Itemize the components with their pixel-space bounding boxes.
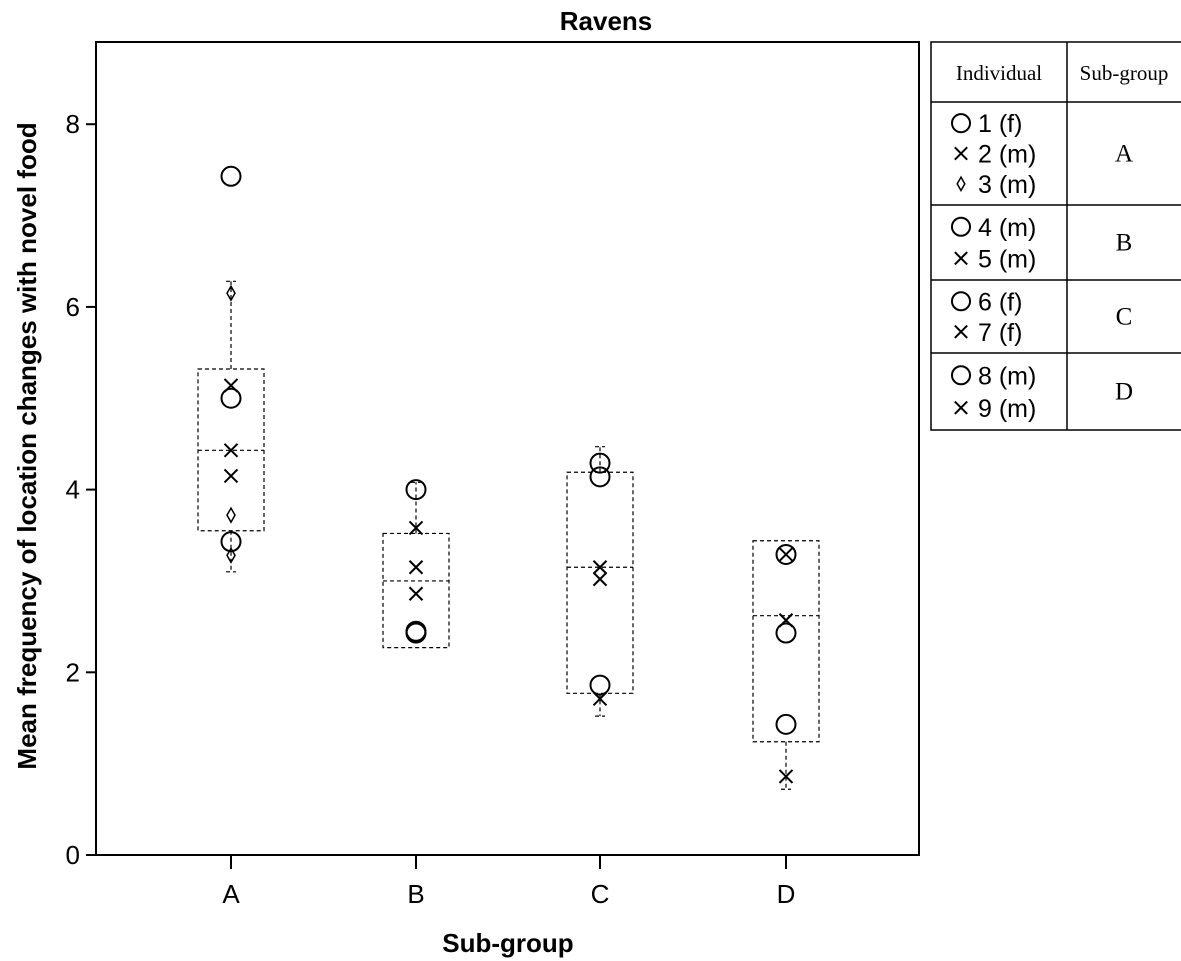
legend-table: Individual Sub-group 1 (f) 2 (m)3 (m) A 4 (m)…: [930, 41, 1181, 431]
data-point-circle-c: [589, 466, 611, 488]
data-point-circle-d: [775, 543, 797, 565]
legend-marker-circle: [950, 365, 972, 386]
legend-individual-label: 8 (m): [978, 362, 1036, 390]
box-iqr: [382, 532, 450, 649]
legend-individual-label: 3 (m): [978, 171, 1036, 199]
box-iqr: [752, 540, 820, 743]
box-C: [566, 446, 634, 717]
legend-individual-label: 6 (f): [978, 288, 1022, 316]
plot-frame: [95, 41, 920, 856]
legend-marker-cross: [954, 400, 968, 415]
data-point-circle-c: [589, 674, 611, 696]
legend-marker-circle: [950, 216, 972, 237]
legend-marker-cross: [954, 324, 968, 339]
legend-marker-circle: [950, 291, 972, 312]
data-point-circle-b: [405, 479, 427, 501]
data-point-circle-c: [589, 452, 611, 474]
y-tick-label: 0: [66, 840, 80, 870]
legend-marker-cross: [954, 146, 968, 161]
x-tick-label: C: [591, 879, 610, 909]
legend-individual-label: 2 (m): [978, 141, 1036, 169]
legend-subgroup-label: D: [1115, 379, 1133, 406]
legend-border: [930, 41, 1181, 431]
legend-subgroup-label: B: [1116, 230, 1133, 257]
x-tick-label: D: [777, 879, 796, 909]
legend-subgroup-label: C: [1116, 304, 1133, 331]
legend-individual-label: 4 (m): [978, 214, 1036, 242]
legend-marker-circle: [950, 113, 972, 134]
legend-subgroup-label: A: [1115, 141, 1133, 168]
legend-group-a: 1 (f) 2 (m)3 (m) A: [950, 110, 1133, 199]
y-tick-label: 2: [66, 657, 80, 687]
legend-group-c: 6 (f) 7 (f) C: [950, 288, 1133, 347]
box-A: [197, 280, 265, 573]
x-tick-label: A: [222, 879, 240, 909]
y-tick-label: 4: [66, 475, 80, 505]
box-D: [752, 540, 820, 790]
legend-individual-label: 9 (m): [978, 395, 1036, 423]
legend-header-individual: Individual: [956, 61, 1042, 85]
data-point-circle-b: [405, 620, 427, 642]
legend-individual-label: 7 (f): [978, 319, 1022, 347]
data-point-cross-b: [408, 520, 424, 536]
y-tick-label: 8: [66, 109, 80, 139]
data-point-circle-a: [220, 531, 242, 553]
data-point-cross-d: [778, 547, 794, 562]
data-point-circle-d: [775, 713, 797, 735]
chart-title: Ravens: [560, 6, 653, 36]
x-axis-label: Sub-group: [442, 928, 573, 958]
legend-group-d: 8 (m) 9 (m) D: [950, 362, 1133, 423]
data-point-diamond-a: [226, 506, 236, 524]
data-point-circle-a: [220, 165, 242, 187]
plot-area: 0 2 4 6 8 A B C D: [66, 109, 820, 909]
data-point-cross-a: [223, 443, 239, 458]
y-tick-label: 6: [66, 292, 80, 322]
legend-group-b: 4 (m) 5 (m) B: [950, 214, 1133, 273]
data-point-circle-d: [775, 622, 797, 644]
box-B: [382, 481, 450, 649]
legend-individual-label: 1 (f): [978, 110, 1022, 138]
data-point-cross-c: [592, 571, 608, 587]
data-point-cross-a: [223, 468, 239, 484]
data-point-circle-a: [220, 387, 242, 409]
legend-marker-cross: [954, 251, 968, 266]
legend-marker-diamond: [956, 175, 966, 192]
x-tick-label: B: [407, 879, 424, 909]
box-iqr: [566, 471, 634, 694]
data-point-cross-b: [408, 586, 424, 601]
data-point-cross-d: [778, 769, 794, 784]
data-point-diamond-a: [226, 546, 236, 564]
legend-header-subgroup: Sub-group: [1080, 61, 1169, 85]
data-point-cross-b: [408, 560, 424, 575]
y-axis-label: Mean frequency of location changes with …: [12, 122, 42, 769]
data-point-cross-c: [592, 691, 608, 707]
data-point-cross-c: [592, 560, 608, 575]
legend-individual-label: 5 (m): [978, 245, 1036, 273]
data-point-circle-b: [405, 622, 427, 644]
data-point-diamond-a: [226, 284, 236, 302]
